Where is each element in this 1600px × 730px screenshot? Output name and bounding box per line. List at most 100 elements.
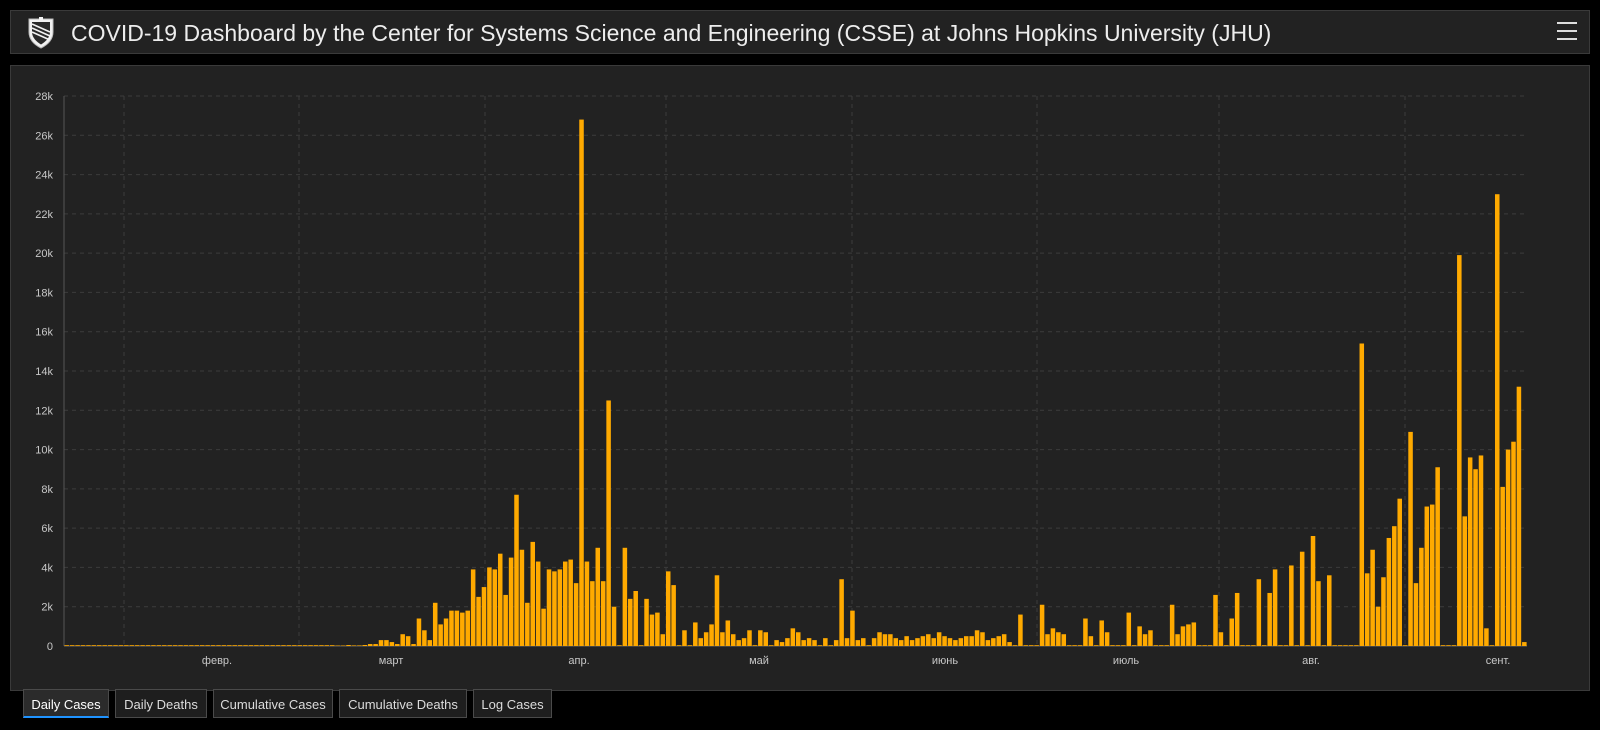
x-tick-label: май: [749, 655, 769, 667]
daily-cases-bar: [1337, 645, 1343, 646]
daily-cases-bar: [709, 624, 714, 646]
daily-cases-bar: [1083, 618, 1088, 646]
daily-cases-bar: [1153, 645, 1159, 646]
tab-cumulative-cases[interactable]: Cumulative Cases: [213, 689, 333, 718]
daily-cases-bar: [281, 645, 286, 646]
daily-cases-bar: [1234, 592, 1240, 646]
daily-cases-bar: [682, 630, 687, 646]
daily-cases-bar: [741, 638, 747, 646]
daily-cases-bar: [427, 640, 433, 646]
daily-cases-bar: [1018, 614, 1023, 646]
daily-cases-bar: [1207, 645, 1213, 646]
daily-cases-bar: [714, 575, 720, 646]
daily-cases-bar: [330, 645, 335, 646]
daily-cases-bar: [1332, 645, 1337, 646]
daily-cases-bar: [357, 645, 362, 646]
tab-cumulative-deaths[interactable]: Cumulative Deaths: [339, 689, 467, 718]
daily-cases-bar: [676, 645, 682, 646]
daily-cases-bar: [888, 634, 893, 646]
daily-cases-bar: [1137, 626, 1142, 646]
daily-cases-bar: [991, 638, 996, 646]
daily-cases-bar: [107, 645, 113, 646]
daily-cases-bar: [1050, 628, 1056, 646]
y-tick-label: 10k: [35, 445, 53, 457]
daily-cases-bar: [584, 561, 590, 646]
daily-cases-bar: [1256, 579, 1262, 646]
daily-cases-bar: [172, 645, 178, 646]
tab-daily-deaths[interactable]: Daily Deaths: [115, 689, 207, 718]
daily-cases-bar: [893, 638, 899, 646]
daily-cases-bar: [1012, 645, 1018, 646]
daily-cases-bar: [319, 645, 324, 646]
daily-cases-bar: [1478, 455, 1484, 646]
daily-cases-bar: [817, 645, 823, 646]
daily-cases-bar: [1186, 624, 1191, 646]
hamburger-menu-icon[interactable]: [1557, 22, 1577, 42]
daily-cases-bar: [877, 632, 882, 646]
daily-cases-bar: [216, 645, 221, 646]
x-tick-label: март: [379, 655, 404, 667]
daily-cases-bar: [1159, 645, 1164, 646]
daily-cases-bar: [1327, 575, 1332, 646]
daily-cases-bar: [199, 645, 205, 646]
daily-cases-bar: [1354, 645, 1359, 646]
daily-cases-bar: [80, 645, 86, 646]
daily-cases-bar: [611, 606, 617, 646]
daily-cases-bar: [1451, 645, 1457, 646]
daily-cases-bar: [302, 645, 308, 646]
daily-cases-bar: [1034, 645, 1039, 646]
daily-cases-bar: [1169, 604, 1175, 646]
daily-cases-bar: [758, 630, 763, 646]
daily-cases-bar: [449, 610, 454, 646]
daily-cases-bar: [324, 645, 330, 646]
dashboard-title: COVID-19 Dashboard by the Center for Sys…: [71, 20, 1272, 46]
daily-cases-bar: [69, 645, 75, 646]
daily-cases-bar: [839, 579, 844, 646]
tab-log-cases[interactable]: Log Cases: [473, 689, 552, 718]
jhu-shield-logo-icon: [28, 17, 54, 49]
daily-cases-bar: [432, 602, 438, 646]
daily-cases-bar: [210, 645, 216, 646]
daily-cases-bar: [638, 645, 644, 646]
daily-cases-bar: [1267, 592, 1272, 646]
daily-cases-bar: [270, 645, 275, 646]
daily-cases-bar: [617, 645, 622, 646]
daily-cases-bar: [178, 645, 183, 646]
daily-cases-bar: [1099, 620, 1104, 646]
daily-cases-bar: [649, 614, 655, 646]
daily-cases-bar: [97, 645, 102, 646]
daily-cases-bar: [400, 634, 405, 646]
y-tick-label: 4k: [41, 562, 53, 574]
daily-cases-bar: [1229, 618, 1234, 646]
daily-cases-bar: [346, 645, 351, 646]
daily-cases-bar: [1392, 526, 1397, 646]
daily-cases-bar: [806, 638, 812, 646]
daily-cases-bar: [221, 645, 227, 646]
daily-cases-bar: [1121, 645, 1126, 646]
daily-cases-bar: [1007, 642, 1012, 646]
daily-cases-bar: [297, 645, 303, 646]
daily-cases-bar: [1473, 469, 1478, 646]
daily-cases-bar: [454, 610, 460, 646]
daily-cases-bar: [936, 632, 942, 646]
y-tick-label: 24k: [35, 170, 53, 182]
daily-cases-bar: [823, 638, 828, 646]
daily-cases-chart-panel: 0 2k 4k 6k 8k 10k 12k 14k 16k 18k 20k 22k 24k 26k 28k ф…: [10, 65, 1590, 691]
daily-cases-bar: [156, 645, 162, 646]
tab-daily-cases[interactable]: Daily Cases: [23, 689, 109, 718]
daily-cases-bar: [470, 569, 476, 646]
daily-cases-bar: [1110, 645, 1115, 646]
daily-cases-bar: [373, 644, 378, 646]
daily-cases-bar: [275, 645, 281, 646]
daily-cases-bar: [335, 645, 340, 646]
daily-cases-bar: [313, 645, 319, 646]
y-tick-label: 6k: [41, 523, 53, 535]
daily-cases-bar: [579, 119, 584, 646]
daily-cases-bar: [481, 587, 487, 646]
daily-cases-bar: [1413, 583, 1419, 646]
daily-cases-bar: [503, 594, 508, 646]
daily-cases-bar: [963, 636, 969, 646]
daily-cases-bar: [1240, 645, 1245, 646]
daily-cases-bar: [1126, 612, 1132, 646]
daily-cases-bar: [1505, 449, 1511, 646]
